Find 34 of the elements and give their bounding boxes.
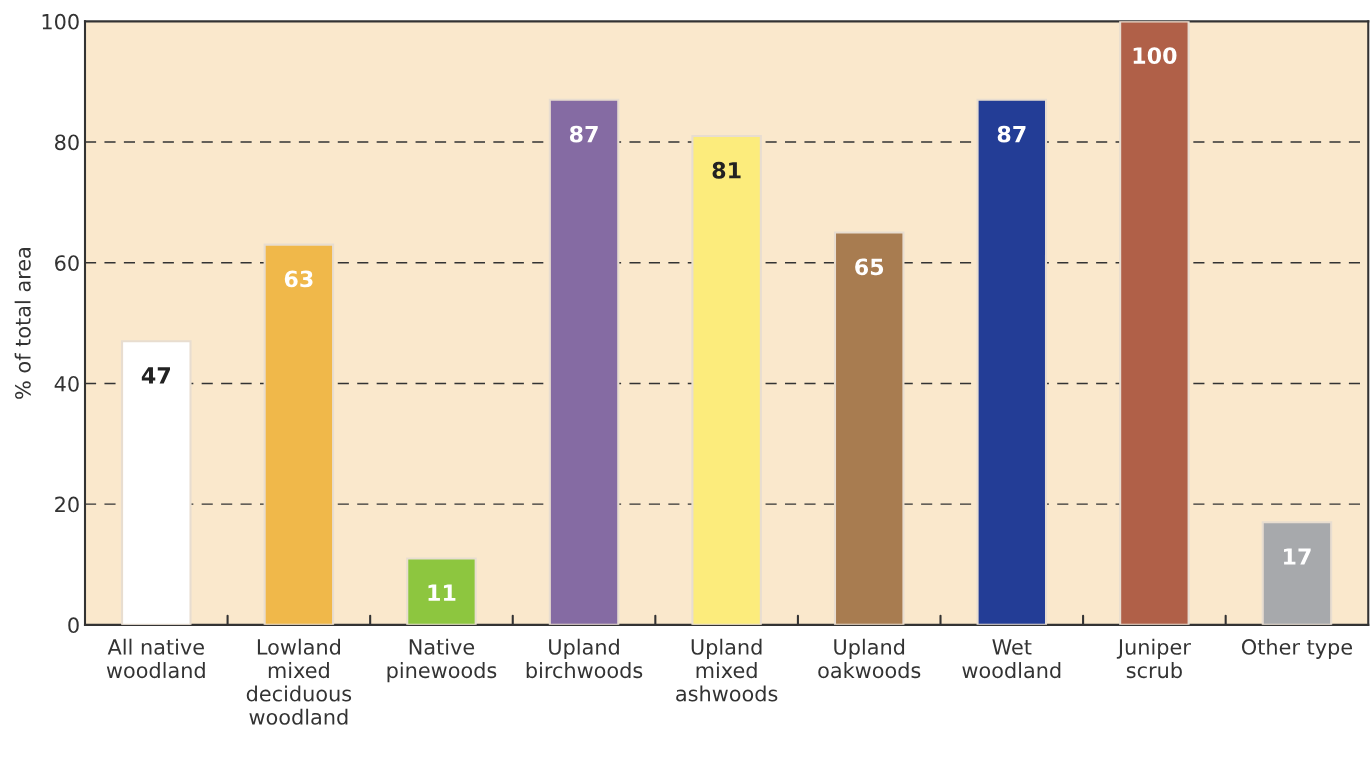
data-label: 87 xyxy=(997,125,1026,143)
bar xyxy=(1261,521,1333,625)
data-label: 47 xyxy=(141,367,170,384)
bar xyxy=(548,98,620,625)
data-label: 63 xyxy=(284,270,313,288)
data-label: 87 xyxy=(569,125,598,143)
data-label: 81 xyxy=(712,161,741,179)
y-tick-label: 80 xyxy=(55,134,79,151)
bar xyxy=(406,557,477,625)
bar xyxy=(691,134,762,625)
y-tick-label: 100 xyxy=(42,13,79,30)
y-tick-label: 60 xyxy=(55,255,79,271)
x-tick-label: Upland mixed ashwoods xyxy=(676,638,778,702)
x-tick-label: Lowland mixed deciduous woodland xyxy=(246,638,352,725)
data-label: 11 xyxy=(428,584,456,601)
x-tick-label: All native woodland xyxy=(106,638,205,679)
data-label: 17 xyxy=(1284,548,1311,565)
y-tick-label: 20 xyxy=(55,496,79,513)
x-tick-label: Upland birchwoods xyxy=(526,638,643,679)
x-tick-label: Other type xyxy=(1241,638,1353,659)
y-tick-label: 0 xyxy=(68,617,79,634)
x-tick-label: Juniper scrub xyxy=(1116,638,1191,679)
bar xyxy=(263,243,335,625)
bar xyxy=(1119,21,1190,625)
bar xyxy=(121,340,192,625)
bar xyxy=(833,231,905,625)
x-tick-label: Wet woodland xyxy=(962,639,1061,679)
x-tick-label: Upland oakwoods xyxy=(818,638,921,679)
data-label: 65 xyxy=(855,258,884,276)
data-label: 100 xyxy=(1133,47,1177,64)
y-tick-label: 40 xyxy=(54,375,79,392)
bar xyxy=(976,98,1048,625)
x-tick-label: Native pinewoods xyxy=(387,638,497,683)
y-axis-title: % of total area xyxy=(14,248,31,399)
